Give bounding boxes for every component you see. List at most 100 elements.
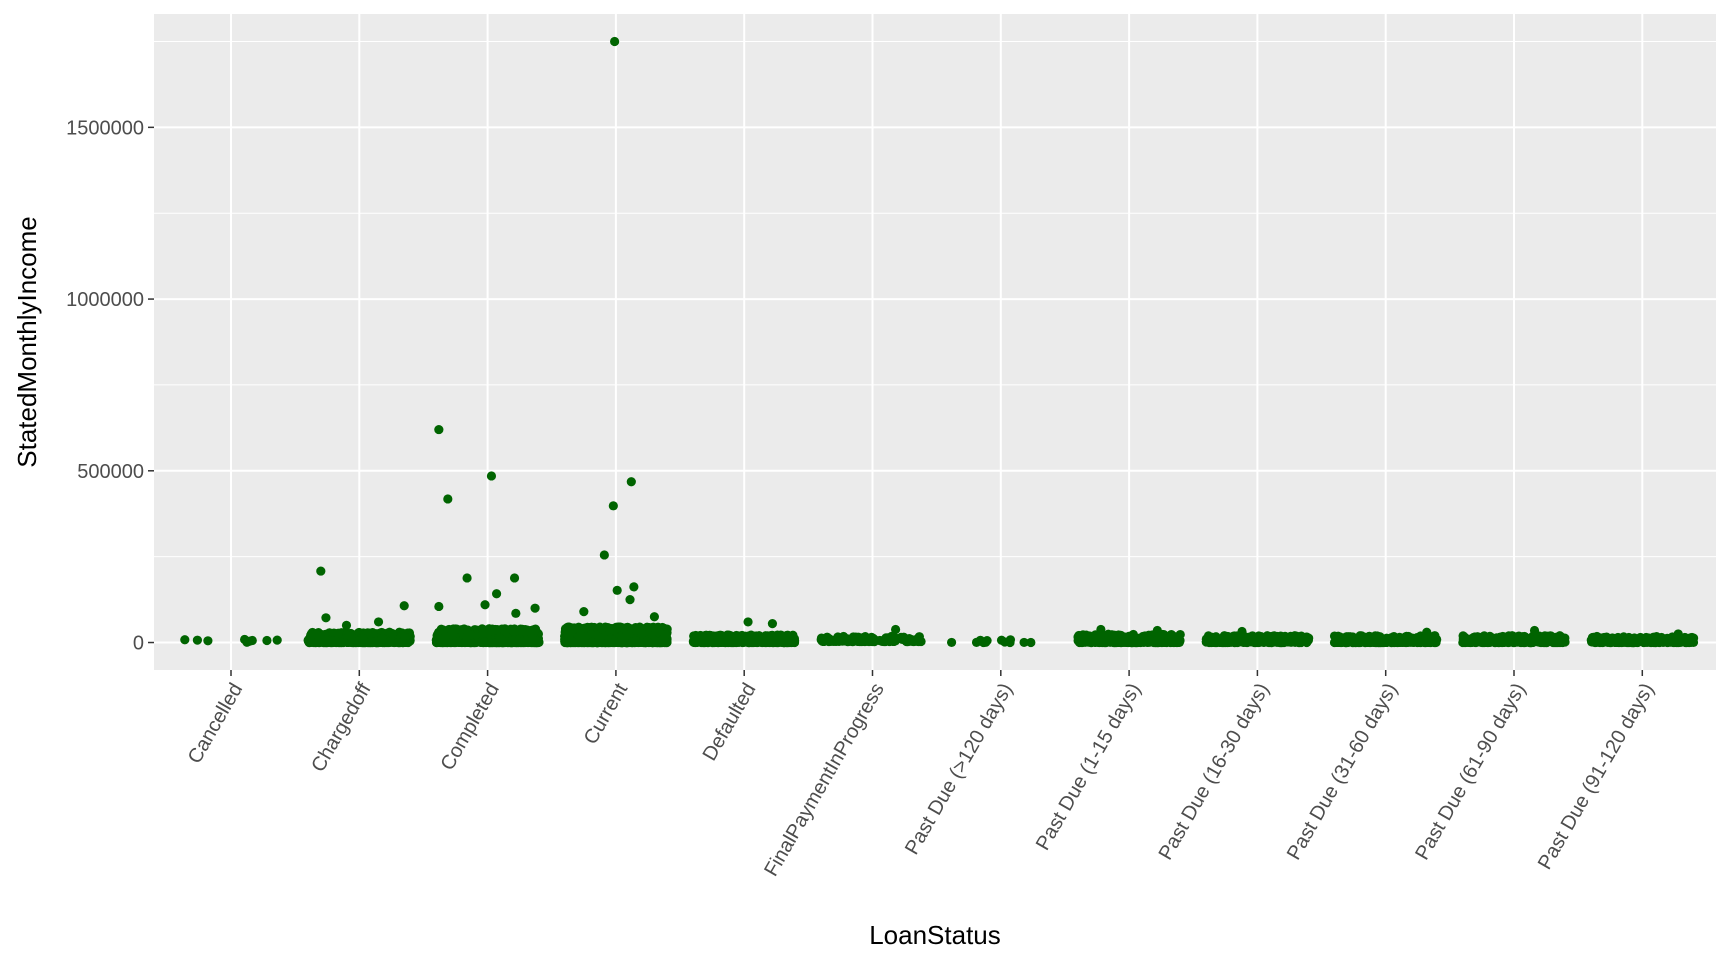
data-points xyxy=(180,36,1699,648)
data-point xyxy=(1239,637,1249,647)
data-point xyxy=(1422,627,1432,637)
data-point xyxy=(875,635,885,646)
data-point xyxy=(398,637,408,647)
data-point xyxy=(434,601,444,612)
data-point xyxy=(368,628,378,638)
data-point xyxy=(916,636,926,647)
data-point xyxy=(1082,633,1092,643)
data-point xyxy=(643,637,653,647)
data-point xyxy=(1529,625,1540,636)
data-point xyxy=(492,625,502,635)
data-point xyxy=(1504,631,1514,641)
data-point xyxy=(530,603,540,613)
data-point xyxy=(316,566,326,576)
data-point xyxy=(579,607,589,617)
x-tick-label: Past Due (1-15 days) xyxy=(1032,680,1146,855)
x-tick-label: Completed xyxy=(437,680,504,775)
data-point xyxy=(508,626,518,636)
data-point xyxy=(1251,637,1261,648)
data-point xyxy=(346,632,356,642)
data-point xyxy=(1237,626,1247,637)
data-point xyxy=(1164,632,1174,642)
data-point xyxy=(612,585,622,595)
data-point xyxy=(767,619,778,629)
data-point xyxy=(247,635,257,646)
data-point xyxy=(1558,635,1568,645)
data-point xyxy=(1495,637,1505,647)
data-point xyxy=(443,494,453,504)
data-point xyxy=(356,637,366,647)
data-point xyxy=(1476,633,1486,643)
data-point xyxy=(576,631,586,641)
data-point xyxy=(1155,637,1165,647)
y-tick-label: 1500000 xyxy=(66,117,144,139)
data-point xyxy=(1673,629,1683,639)
data-point xyxy=(616,637,627,647)
data-point xyxy=(860,631,870,642)
data-point xyxy=(180,635,190,645)
data-point xyxy=(595,632,605,643)
data-point xyxy=(203,636,213,646)
data-point xyxy=(1269,631,1279,641)
y-tick-label: 0 xyxy=(133,633,144,655)
data-point xyxy=(491,589,502,599)
data-point xyxy=(1466,637,1476,647)
x-tick-label: Cancelled xyxy=(184,680,248,768)
data-point xyxy=(890,624,901,635)
data-point xyxy=(479,637,489,648)
data-point xyxy=(1412,636,1422,646)
data-point xyxy=(625,594,635,605)
data-point xyxy=(828,636,838,646)
data-point xyxy=(596,623,607,634)
data-point xyxy=(1096,624,1106,635)
data-point xyxy=(1401,632,1411,642)
data-point xyxy=(1174,637,1184,647)
data-point xyxy=(528,635,538,645)
x-tick-label: Chargedoff xyxy=(307,679,376,776)
x-tick-label: Defaulted xyxy=(699,680,761,765)
data-point xyxy=(1382,633,1392,643)
x-tick-label: Past Due (>120 days) xyxy=(901,680,1017,859)
data-point xyxy=(649,612,659,622)
data-point xyxy=(462,632,472,642)
data-point xyxy=(946,637,957,648)
data-point xyxy=(610,36,620,47)
data-point xyxy=(720,637,731,648)
data-point xyxy=(495,633,505,643)
data-point xyxy=(509,573,520,583)
data-point xyxy=(743,637,753,647)
data-point xyxy=(695,630,705,641)
data-point xyxy=(1603,637,1613,647)
data-point xyxy=(1546,636,1556,646)
data-point xyxy=(1099,637,1110,648)
data-point xyxy=(978,637,989,648)
data-point xyxy=(262,635,272,646)
data-point xyxy=(1201,634,1211,644)
data-point xyxy=(629,582,639,592)
data-point xyxy=(1331,635,1341,646)
data-point xyxy=(1302,637,1312,648)
data-point xyxy=(904,636,914,646)
x-tick-label: Past Due (31-60 days) xyxy=(1283,680,1402,864)
data-point xyxy=(365,637,376,648)
data-point xyxy=(311,629,321,639)
data-point xyxy=(626,477,636,487)
data-point xyxy=(651,637,662,647)
data-point xyxy=(321,636,332,646)
y-tick-label: 500000 xyxy=(77,461,144,483)
data-point xyxy=(1425,637,1435,647)
data-point xyxy=(1000,637,1010,647)
plot-panel xyxy=(154,14,1716,670)
x-tick-label: FinalPaymentInProgress xyxy=(760,680,889,881)
data-point xyxy=(1291,634,1301,644)
grid-lines xyxy=(154,14,1716,670)
data-point xyxy=(1118,637,1128,647)
data-point xyxy=(486,471,497,481)
y-axis-title: StatedMonthlyIncome xyxy=(12,216,42,467)
data-point xyxy=(448,630,458,641)
data-point xyxy=(341,620,352,630)
data-point xyxy=(1152,625,1162,636)
data-point xyxy=(1688,637,1699,648)
data-point xyxy=(453,637,463,647)
